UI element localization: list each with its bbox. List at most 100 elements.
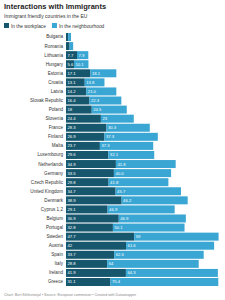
bar bbox=[89, 97, 121, 105]
tick-label: Hungary bbox=[46, 62, 64, 67]
bar bbox=[66, 178, 109, 186]
legend-swatch bbox=[4, 23, 9, 28]
tick-label: Luxembourg bbox=[37, 152, 63, 157]
tick: France bbox=[49, 125, 66, 130]
bar bbox=[66, 78, 85, 86]
bar bbox=[66, 97, 89, 105]
data-label: 62.6 bbox=[116, 252, 125, 257]
bar bbox=[126, 242, 214, 250]
tick: Portugal bbox=[46, 225, 66, 230]
data-label: 41.8 bbox=[117, 162, 126, 167]
bar bbox=[109, 178, 169, 186]
bar bbox=[66, 124, 106, 132]
tick: Finland bbox=[48, 134, 66, 139]
title: Interactions with Immigrants bbox=[4, 2, 106, 11]
tick-label: Portugal bbox=[46, 225, 63, 230]
bar bbox=[108, 151, 154, 159]
bar bbox=[77, 51, 88, 59]
bar bbox=[66, 233, 134, 241]
bar bbox=[66, 33, 68, 41]
data-label: 23.7 bbox=[68, 143, 77, 148]
tick-label: Latvia bbox=[51, 89, 64, 94]
data-label: 46.9 bbox=[120, 216, 129, 221]
bar bbox=[104, 133, 157, 141]
tick-label: Slovenia bbox=[45, 116, 63, 121]
data-label: 34.7 bbox=[68, 189, 77, 194]
tick-label: Lithuania bbox=[44, 53, 63, 58]
bar bbox=[66, 205, 108, 213]
tick: Lithuania bbox=[44, 53, 66, 58]
tick-label: Ireland bbox=[49, 270, 63, 275]
data-label: 13.1 bbox=[68, 80, 77, 85]
bar bbox=[66, 60, 74, 68]
plot: 7.75.617.113.114.216.41824.428.326.923.7… bbox=[30, 33, 219, 286]
tick: Denmark bbox=[44, 198, 66, 203]
tick-label: Poland bbox=[49, 107, 64, 112]
bar bbox=[66, 115, 101, 123]
y-axis: BulgariaRomaniaLithuaniaHungaryEstoniaCr… bbox=[30, 34, 66, 284]
data-label: 41.9 bbox=[68, 270, 77, 275]
tick-label: Belgium bbox=[46, 216, 63, 221]
tick-label: Austria bbox=[49, 243, 64, 248]
data-label: 14.2 bbox=[68, 89, 77, 94]
data-label: 40.0 bbox=[115, 171, 124, 176]
data-label: 18 bbox=[68, 107, 73, 112]
data-label: 17.1 bbox=[68, 71, 77, 76]
legend-item: In the workplace bbox=[4, 23, 46, 29]
data-labels: 7.75.617.113.114.216.41824.428.326.923.7… bbox=[68, 53, 142, 285]
tick-label: Greece bbox=[48, 279, 64, 284]
bar bbox=[113, 224, 185, 232]
tick-label: Denmark bbox=[44, 198, 63, 203]
bar bbox=[126, 269, 218, 277]
tick: Bulgaria bbox=[46, 34, 66, 39]
data-label: 46.9 bbox=[109, 207, 118, 212]
tick-label: Spain bbox=[51, 252, 63, 257]
data-label: 46.2 bbox=[123, 198, 132, 203]
tick-label: Malta bbox=[52, 143, 64, 148]
bar bbox=[122, 196, 188, 204]
bar bbox=[66, 160, 116, 168]
data-label: 33.7 bbox=[68, 252, 77, 257]
tick-label: Bulgaria bbox=[46, 34, 63, 39]
bar bbox=[85, 78, 105, 86]
data-label: 7.7 bbox=[68, 53, 74, 58]
tick: Greece bbox=[48, 279, 66, 284]
chart: Interactions with ImmigrantsImmigrant fr… bbox=[0, 0, 225, 300]
bar bbox=[66, 69, 90, 77]
data-label: 26.9 bbox=[68, 134, 77, 139]
bar bbox=[66, 196, 122, 204]
tick: United Kingdom bbox=[30, 189, 66, 194]
data-label: 24.5 bbox=[93, 107, 102, 112]
data-label: 28.8 bbox=[68, 261, 77, 266]
bar bbox=[116, 187, 181, 195]
data-label: 34.9 bbox=[68, 162, 77, 167]
tick-label: Sweden bbox=[46, 234, 63, 239]
data-label: 16.4 bbox=[68, 98, 77, 103]
bar bbox=[66, 224, 113, 232]
data-label: 64 bbox=[109, 261, 114, 266]
bar bbox=[119, 214, 186, 222]
bar bbox=[66, 169, 114, 177]
data-label: 31.1 bbox=[68, 279, 77, 284]
tick: Latvia bbox=[51, 89, 66, 94]
bar bbox=[66, 133, 104, 141]
data-label: 42 bbox=[68, 243, 73, 248]
legend-item: In the neighbourhood bbox=[52, 23, 105, 29]
bar bbox=[66, 269, 126, 277]
bar bbox=[70, 42, 74, 50]
data-label: 18.1 bbox=[92, 71, 101, 76]
bar bbox=[66, 142, 100, 150]
legend-swatch bbox=[52, 23, 57, 28]
data-label: 59 bbox=[136, 234, 141, 239]
data-label: 13.8 bbox=[86, 80, 95, 85]
bar bbox=[92, 106, 127, 114]
data-label: 64.3 bbox=[127, 270, 136, 275]
tick: Slovenia bbox=[45, 116, 66, 121]
bar bbox=[110, 278, 218, 286]
data-label: 41.8 bbox=[110, 180, 119, 185]
legend-label: In the workplace bbox=[11, 24, 46, 29]
bar bbox=[66, 260, 107, 268]
tick: Slovak Republic bbox=[30, 98, 66, 103]
tick: Croatia bbox=[48, 80, 66, 85]
bar bbox=[101, 115, 134, 123]
